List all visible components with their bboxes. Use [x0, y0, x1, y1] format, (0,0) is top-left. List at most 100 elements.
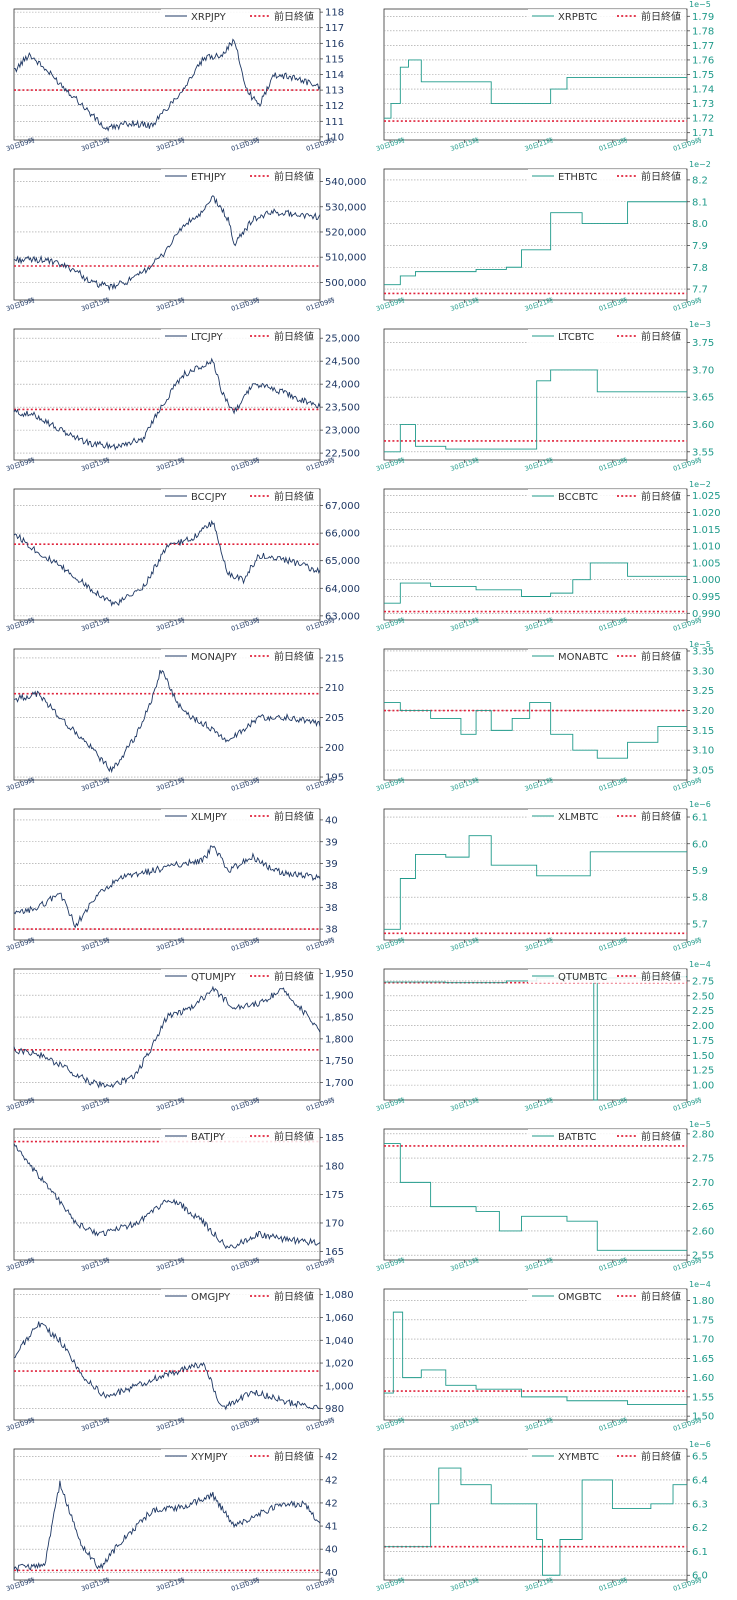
series-line — [13, 1143, 321, 1250]
chart-xlmjpy: 38 38 38 39 39 40 30日09時 30日15時 30日21時 01日03時 01日0… — [0, 800, 368, 960]
legend: BCCJPY 前日終値 — [161, 489, 319, 503]
axis-scale-label: 1e−4 — [689, 960, 711, 969]
y-tick-label: 1.65 — [692, 1354, 714, 1365]
y-tick-label: 1.78 — [692, 26, 714, 37]
axis-scale-label: 1e−2 — [689, 480, 711, 489]
series-line — [384, 1467, 687, 1576]
y-tick-label: 2.60 — [692, 1226, 714, 1237]
legend-ref-label: 前日終値 — [641, 1130, 681, 1143]
legend-ref-label: 前日終値 — [274, 810, 314, 823]
y-tick-label: 38 — [325, 903, 338, 914]
legend-series-label: XRPBTC — [558, 12, 597, 23]
legend-series-label: XLMJPY — [191, 812, 228, 823]
y-tick-label: 3.05 — [692, 766, 714, 777]
chart-xymjpy: 40 40 41 42 42 42 30日09時 30日15時 30日21時 01日03時 01日0… — [0, 1440, 368, 1600]
y-tick-label: 8.0 — [692, 219, 708, 230]
axis-scale-label: 1e−5 — [689, 0, 711, 9]
legend-ref-label: 前日終値 — [641, 810, 681, 823]
y-tick-label: 65,000 — [325, 556, 360, 567]
legend: MONAJPY 前日終値 — [161, 649, 319, 663]
chart-ethbtc: 7.7 7.8 7.9 8.0 8.1 8.2 1e−2 30日09時 30日15時 30日21時… — [369, 160, 737, 320]
y-tick-label: 3.20 — [692, 706, 714, 717]
legend: XRPJPY 前日終値 — [161, 9, 319, 23]
legend-series-label: QTUMJPY — [191, 972, 237, 983]
y-tick-label: 520,000 — [325, 227, 366, 238]
series-line — [384, 201, 687, 286]
chart-bccjpy: 63,000 64,000 65,000 66,000 67,000 30日09時 30日1… — [0, 480, 368, 640]
y-tick-label: 6.2 — [692, 1523, 708, 1534]
y-tick-label: 7.7 — [692, 285, 708, 296]
legend: XYMJPY 前日終値 — [161, 1449, 319, 1463]
y-tick-label: 1,060 — [325, 1313, 354, 1324]
y-tick-label: 0.995 — [692, 592, 721, 603]
y-tick-label: 1.60 — [692, 1373, 714, 1384]
y-tick-label: 2.70 — [692, 1178, 714, 1189]
y-tick-label: 1.79 — [692, 12, 714, 23]
y-tick-label: 118 — [325, 8, 344, 19]
y-tick-label: 215 — [325, 653, 344, 664]
y-tick-label: 2.75 — [692, 1154, 714, 1165]
y-tick-label: 64,000 — [325, 584, 360, 595]
plot-frame — [13, 1288, 321, 1421]
y-tick-label: 1.75 — [692, 70, 714, 81]
y-tick-label: 1.005 — [692, 558, 721, 569]
series-line — [384, 1143, 687, 1251]
chart-svg: 22,50023,00023,50024,00024,50025,00030日0… — [5, 328, 360, 473]
chart-ltcjpy: 22,500 23,000 23,500 24,000 24,500 25,000 30日0… — [0, 320, 368, 480]
y-tick-label: 210 — [325, 683, 344, 694]
plot-frame — [383, 1288, 688, 1421]
y-tick-label: 1,700 — [325, 1078, 354, 1089]
y-tick-label: 2.75 — [692, 976, 714, 987]
plot-frame — [13, 488, 321, 621]
y-tick-label: 180 — [325, 1162, 344, 1173]
series-line — [384, 562, 687, 604]
y-tick-label: 1.50 — [692, 1051, 714, 1062]
y-tick-label: 6.5 — [692, 1452, 708, 1463]
y-tick-label: 112 — [325, 101, 344, 112]
legend-ref-label: 前日終値 — [641, 170, 681, 183]
y-tick-label: 42 — [325, 1452, 338, 1463]
y-tick-label: 195 — [325, 773, 344, 784]
y-tick-label: 3.25 — [692, 686, 714, 697]
y-tick-label: 23,000 — [325, 426, 360, 437]
legend-series-label: XYMJPY — [191, 1452, 228, 1463]
chart-ethjpy: 500,000 510,000 520,000 530,000 540,000 30日09… — [0, 160, 368, 320]
y-tick-label: 1.015 — [692, 525, 721, 536]
legend-series-label: LTCBTC — [558, 332, 594, 343]
y-tick-label: 3.60 — [692, 420, 714, 431]
legend: BATBTC 前日終値 — [528, 1129, 686, 1143]
legend: QTUMBTC 前日終値 — [528, 969, 686, 983]
legend-series-label: OMGJPY — [191, 1292, 231, 1303]
y-tick-label: 110 — [325, 132, 344, 143]
y-tick-label: 115 — [325, 54, 344, 65]
legend-ref-label: 前日終値 — [641, 490, 681, 503]
plot-frame — [13, 648, 321, 781]
y-tick-label: 6.1 — [692, 813, 708, 824]
y-tick-label: 1,040 — [325, 1336, 354, 1347]
chart-xlmbtc: 5.7 5.8 5.9 6.0 6.1 1e−6 30日09時 30日15時 30日21時 01日… — [369, 800, 737, 960]
chart-batbtc: 2.55 2.60 2.65 2.70 2.75 2.80 1e−5 30日09時 30日15時… — [369, 1120, 737, 1280]
plot-frame — [383, 648, 688, 781]
y-tick-label: 42 — [325, 1498, 338, 1509]
series-line — [13, 357, 321, 451]
y-tick-label: 24,000 — [325, 380, 360, 391]
chart-svg: 1.001.251.501.752.002.252.502.751e−430日0… — [375, 960, 714, 1113]
y-tick-label: 1.010 — [692, 542, 721, 553]
series-line — [13, 38, 321, 132]
y-tick-label: 1,020 — [325, 1359, 354, 1370]
y-tick-label: 3.35 — [692, 646, 714, 657]
y-tick-label: 41 — [325, 1522, 338, 1533]
legend-series-label: QTUMBTC — [558, 972, 607, 983]
y-tick-label: 1.020 — [692, 508, 721, 519]
y-tick-label: 5.7 — [692, 919, 708, 930]
y-tick-label: 63,000 — [325, 611, 360, 622]
chart-svg: 1.71 1.72 1.73 1.74 1.75 1.76 1.77 1.78 1.79 1e−5… — [375, 0, 714, 153]
legend-series-label: XRPJPY — [191, 12, 227, 23]
y-tick-label: 205 — [325, 713, 344, 724]
y-tick-label: 1.025 — [692, 491, 721, 502]
series-line — [13, 195, 321, 292]
